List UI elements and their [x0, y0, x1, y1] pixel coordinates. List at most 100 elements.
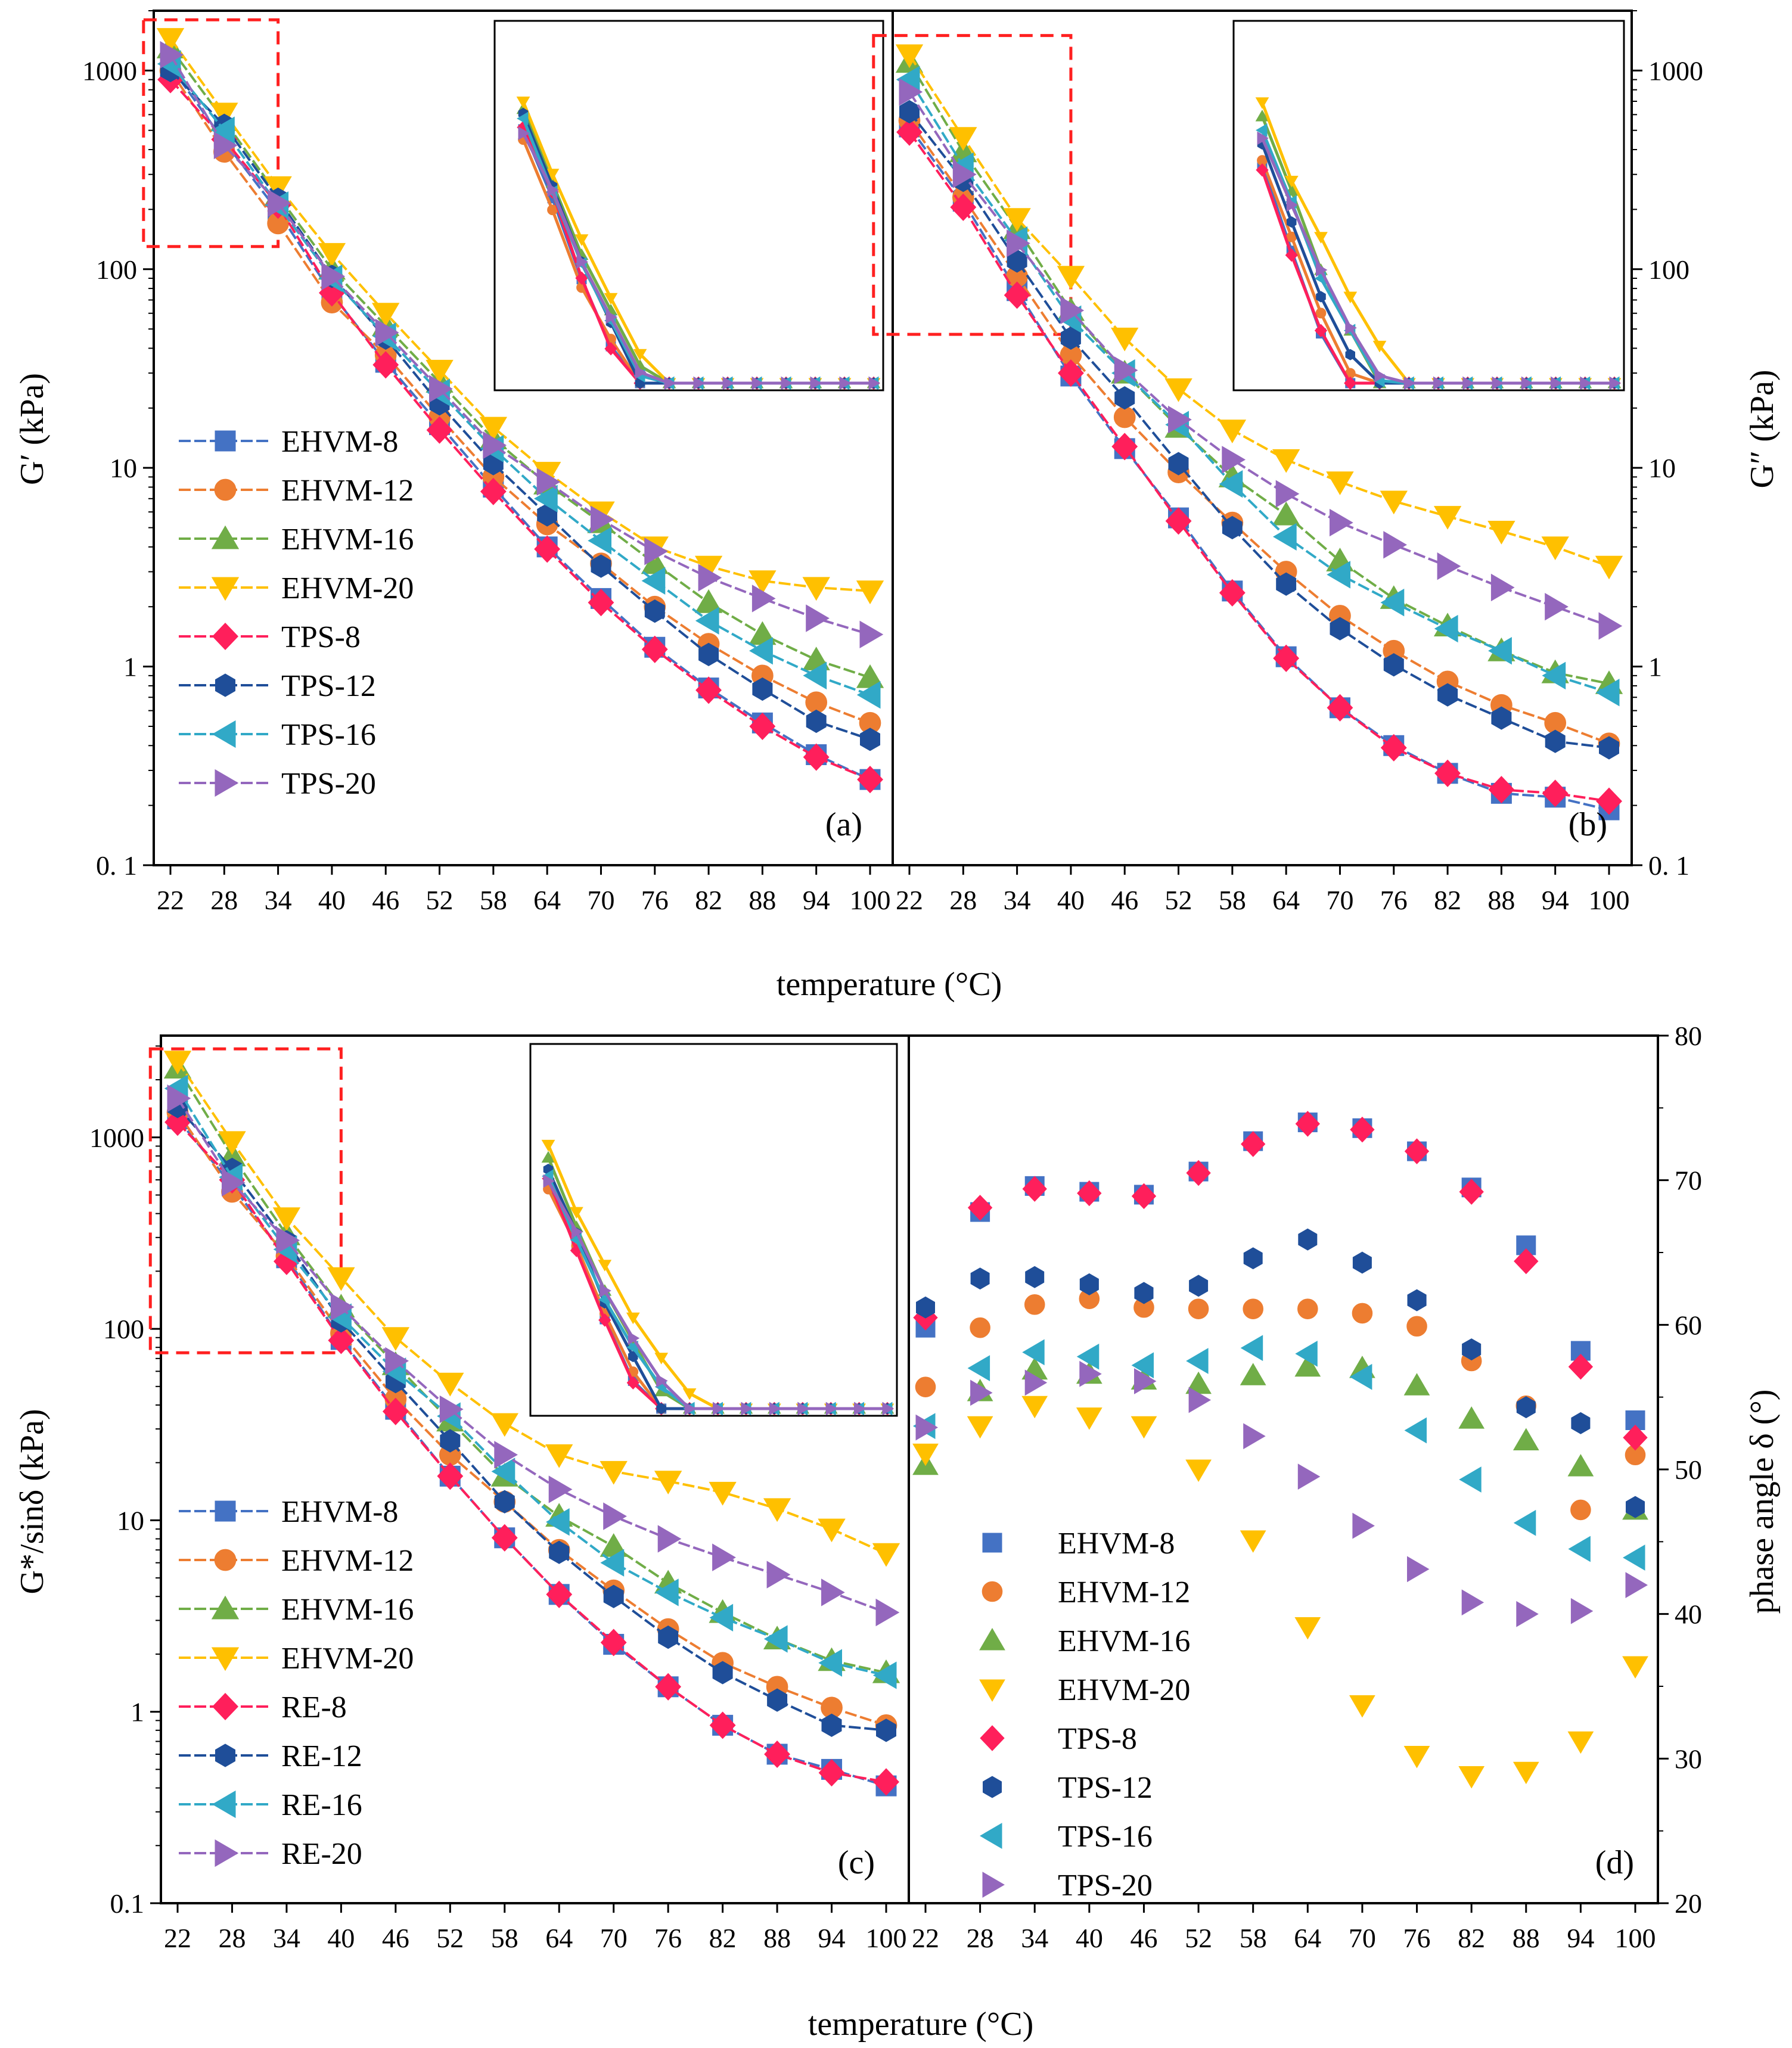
c-point-re-20 — [222, 1168, 246, 1197]
c-inset-point-re-20 — [713, 1401, 725, 1416]
c-point-re-20 — [276, 1226, 300, 1254]
c-point-re-12 — [876, 1718, 896, 1742]
a-point-tps-20 — [213, 131, 238, 160]
d-point-ehvm-20 — [1513, 1761, 1539, 1785]
c-legend-label: RE-12 — [281, 1739, 362, 1773]
d-point-tps-12 — [1025, 1266, 1045, 1288]
b-inset-point-tps-20 — [1286, 198, 1299, 212]
a-legend-label: TPS-20 — [281, 767, 376, 801]
d-point-tps-12 — [1243, 1247, 1263, 1270]
b-inset-point-tps-20 — [1609, 376, 1621, 390]
b-point-tps-12 — [1114, 386, 1135, 410]
a-legend-marker — [212, 720, 236, 748]
b-point-tps-8 — [1165, 507, 1192, 535]
a-point-tps-20 — [698, 564, 722, 592]
b-x-tick-label: 28 — [949, 885, 977, 915]
b-y-tick-label: 1000 — [1648, 55, 1703, 86]
d-legend-label: EHVM-16 — [1058, 1624, 1190, 1658]
c-legend-marker — [215, 1500, 236, 1522]
c-inset-point-re-20 — [741, 1401, 753, 1416]
d-legend-label: TPS-12 — [1058, 1771, 1153, 1805]
a-x-tick-label: 76 — [641, 885, 669, 915]
b-line-tps-12 — [908, 111, 1610, 749]
b-inset-point-tps-20 — [1403, 376, 1416, 390]
b-point-tps-8 — [1004, 281, 1030, 309]
c-point-re-20 — [712, 1543, 736, 1571]
d-point-ehvm-16 — [1458, 1406, 1485, 1429]
c-legend-label: RE-20 — [281, 1837, 362, 1871]
b-point-tps-16 — [1542, 661, 1566, 690]
b-point-tps-12 — [1491, 706, 1512, 730]
a-point-tps-8 — [372, 351, 399, 379]
c-point-re-20 — [603, 1502, 627, 1530]
c-legend-marker — [215, 1839, 239, 1867]
a-point-ehvm-20 — [156, 28, 185, 52]
a-inset-point-tps-20 — [722, 376, 734, 390]
c-x-tick-label: 40 — [327, 1923, 355, 1953]
a-inset-point-tps-8 — [575, 271, 588, 285]
b-inset-point-tps-20 — [1374, 369, 1386, 383]
d-point-tps-12 — [916, 1296, 935, 1319]
c-x-tick-label: 94 — [818, 1923, 846, 1953]
a-legend-label: EHVM-8 — [281, 425, 398, 459]
d-point-tps-8 — [1350, 1116, 1375, 1143]
d-point-tps-16 — [1295, 1341, 1318, 1367]
d-point-ehvm-16 — [1403, 1373, 1430, 1396]
c-zoom-region-box — [148, 1047, 343, 1354]
b-y-tick-label: 1 — [1648, 652, 1662, 682]
c-inset-point-re-20 — [769, 1401, 781, 1416]
c-point-re-8 — [491, 1524, 518, 1552]
a-point-tps-20 — [321, 262, 346, 291]
c-line-re-8 — [176, 1121, 887, 1783]
c-inset-point-ehvm-16 — [541, 1151, 555, 1163]
c-point-ehvm-20 — [327, 1267, 355, 1291]
b-point-tps-8 — [1058, 359, 1084, 387]
panel-c: 22 28 34 40 46 52 58 64 70 76 82 88 94 100 0.1 1 10 100 10… — [89, 1034, 910, 1953]
d-point-tps-16 — [1022, 1339, 1045, 1366]
d-x-tick-label: 40 — [1076, 1923, 1103, 1953]
a-x-tick-label: 58 — [480, 885, 507, 915]
a-legend-marker — [211, 577, 240, 601]
d-point-tps-20 — [1024, 1369, 1048, 1396]
c-legend-marker — [211, 1595, 240, 1620]
c-x-tick-label: 70 — [600, 1923, 628, 1953]
b-line-ehvm-12 — [908, 120, 1610, 745]
c-panel-label: (c) — [838, 1844, 875, 1881]
b-point-ehvm-20 — [1111, 327, 1139, 352]
d-legend-label: EHVM-20 — [1058, 1673, 1190, 1707]
d-point-tps-16 — [1131, 1352, 1154, 1379]
d-point-ehvm-20 — [1622, 1656, 1648, 1679]
d-point-ehvm-20 — [1185, 1459, 1212, 1482]
c-legend-marker — [212, 1692, 238, 1721]
a-point-ehvm-20 — [749, 570, 777, 594]
b-x-tick-label: 82 — [1434, 885, 1461, 915]
c-point-re-12 — [767, 1688, 788, 1712]
b-point-tps-16 — [1272, 523, 1297, 551]
c-inset-point-re-20 — [684, 1401, 697, 1416]
b-inset-point-ehvm-20 — [1343, 291, 1358, 303]
a-point-tps-12 — [644, 599, 665, 623]
a-inset-point-tps-20 — [664, 376, 676, 390]
c-point-ehvm-20 — [654, 1471, 682, 1494]
b-point-tps-16 — [1327, 561, 1350, 589]
d-point-tps-8 — [1241, 1131, 1266, 1157]
d-point-tps-12 — [1462, 1338, 1482, 1361]
a-inset-point-tps-20 — [810, 376, 822, 390]
b-point-tps-20 — [1598, 612, 1623, 640]
d-point-tps-16 — [1513, 1509, 1536, 1536]
a-point-tps-12 — [591, 554, 611, 578]
c-x-tick-label: 76 — [654, 1923, 682, 1953]
d-point-ehvm-12 — [1188, 1298, 1209, 1319]
c-point-re-12 — [603, 1584, 624, 1608]
c-point-re-16 — [546, 1508, 570, 1536]
d-point-ehvm-12 — [1352, 1303, 1373, 1324]
b-point-tps-20 — [1222, 446, 1246, 474]
d-point-ehvm-16 — [1240, 1363, 1266, 1385]
d-legend-marker — [982, 1872, 1005, 1898]
a-inset-point-ehvm-20 — [633, 349, 647, 361]
d-legend-label: TPS-20 — [1058, 1869, 1153, 1903]
d-point-tps-20 — [1297, 1463, 1321, 1490]
b-point-tps-20 — [1114, 356, 1138, 384]
panel-d: 22 28 34 40 46 52 58 64 70 76 82 88 94 100 20 30 40 50 60 7… — [908, 1021, 1702, 1953]
b-x-tick-label: 40 — [1057, 885, 1085, 915]
